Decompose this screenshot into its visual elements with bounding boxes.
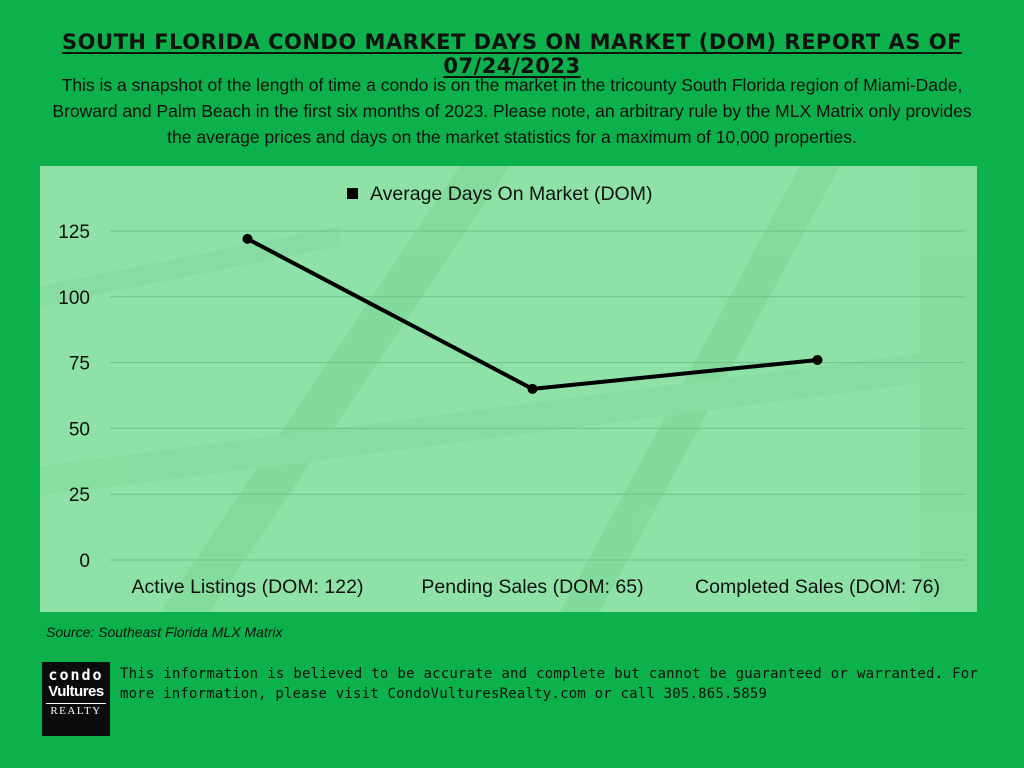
legend-swatch [347,188,358,199]
y-tick-label-125: 125 [58,222,90,243]
logo-line-2: Vultures [48,683,104,700]
data-point-2 [527,383,538,394]
line-chart: 0 25 50 75 100 125 Active Listings (DOM: 122)… [40,166,977,612]
legend-label: Average Days On Market (DOM) [370,183,652,205]
background-decoration [40,166,977,612]
intro-text: This is a snapshot of the length of time… [52,75,972,147]
logo-line-1: condo [48,666,104,684]
x-tick-label-2: Pending Sales (DOM: 65) [421,576,643,598]
y-tick-label-50: 50 [69,419,90,440]
chart-panel: 0 25 50 75 100 125 Active Listings (DOM: 122)… [40,166,977,612]
y-tick-label-75: 75 [69,354,90,375]
legend: Average Days On Market (DOM) [347,183,652,205]
data-point-1 [242,233,253,244]
disclaimer-text: This information is believed to be accur… [120,666,978,702]
y-axis-ticks: 0 25 50 75 100 125 [58,222,90,572]
y-tick-label-100: 100 [58,288,90,309]
source-note: Source: Southeast Florida MLX Matrix [46,624,283,640]
data-point-3 [812,354,823,365]
y-tick-label-25: 25 [69,485,90,506]
x-axis-labels: Active Listings (DOM: 122) Pending Sales … [132,576,940,598]
y-tick-label-0: 0 [79,551,90,572]
page-title: SOUTH FLORIDA CONDO MARKET DAYS ON MARKE… [62,30,962,78]
series-layer [242,233,823,394]
logo-line-3: REALTY [46,703,106,718]
grid-lines [110,230,965,561]
x-tick-label-3: Completed Sales (DOM: 76) [695,576,940,598]
x-tick-label-1: Active Listings (DOM: 122) [132,576,364,598]
company-logo: condo Vultures REALTY [42,662,110,736]
